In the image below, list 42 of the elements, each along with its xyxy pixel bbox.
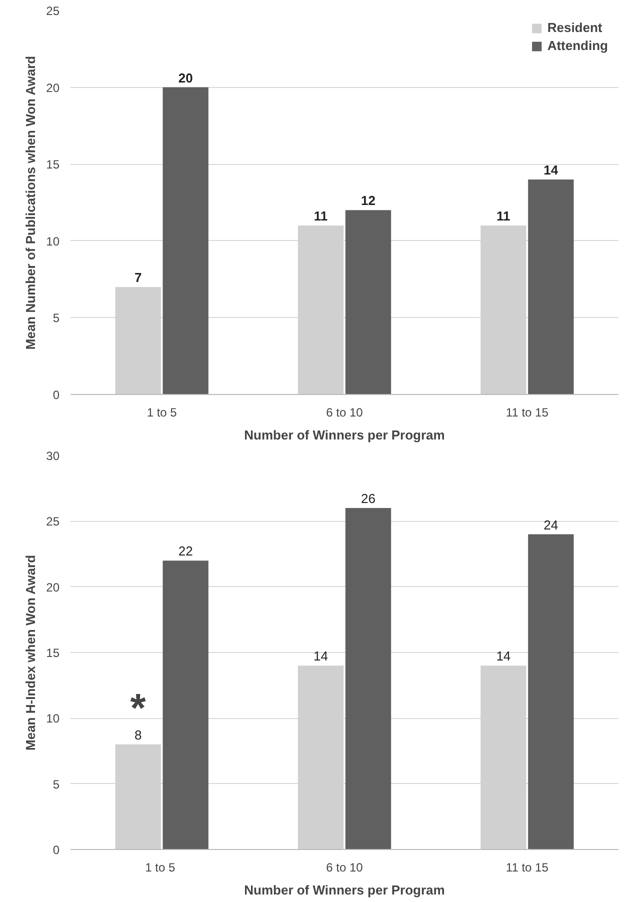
data-label: 24 [544, 517, 558, 532]
y-tick-label: 15 [46, 646, 60, 660]
y-axis-title: Mean Number of Publications when Won Award [23, 56, 38, 350]
data-label: 26 [361, 491, 376, 506]
bar [345, 210, 392, 394]
data-label: 14 [544, 162, 559, 178]
bar [162, 560, 208, 850]
y-tick-label: 25 [46, 514, 60, 529]
y-tick-label: 25 [46, 4, 60, 18]
bar [345, 508, 392, 850]
y-tick-label: 30 [46, 449, 60, 463]
data-label: 22 [178, 544, 193, 559]
bar [528, 179, 574, 394]
bar [528, 534, 574, 850]
data-label: 11 [314, 208, 328, 224]
x-tick-label: 1 to 5 [146, 406, 178, 420]
x-tick-label: 6 to 10 [326, 860, 364, 874]
legend-label: Attending [547, 38, 608, 53]
data-label: 7 [134, 270, 142, 285]
y-tick-label: 0 [52, 843, 60, 857]
y-axis-title: Mean H-Index when Won Award [23, 554, 38, 750]
y-tick-label: 20 [46, 80, 60, 95]
x-tick-label: 1 to 5 [145, 860, 176, 874]
y-tick-label: 10 [46, 712, 60, 726]
x-tick-label: 11 to 15 [506, 860, 549, 874]
x-axis-title: Number of Winners per Program [244, 882, 445, 898]
y-tick-label: 0 [52, 388, 60, 402]
data-label: 14 [496, 648, 511, 664]
x-tick-label: 6 to 10 [326, 406, 364, 420]
y-tick-label: 5 [52, 777, 60, 792]
x-axis-title: Number of Winners per Program [244, 428, 445, 442]
legend-label: Resident [547, 20, 602, 35]
y-tick-label: 5 [52, 311, 60, 326]
data-label: 12 [361, 193, 376, 208]
data-label: 20 [178, 70, 193, 86]
y-tick-label: 15 [46, 158, 60, 172]
x-tick-label: 11 to 15 [506, 406, 549, 420]
bar [162, 87, 208, 394]
data-label: 11 [496, 208, 510, 224]
y-tick-label: 20 [46, 580, 60, 594]
data-label: 14 [314, 648, 328, 664]
y-tick-label: 10 [46, 234, 60, 248]
